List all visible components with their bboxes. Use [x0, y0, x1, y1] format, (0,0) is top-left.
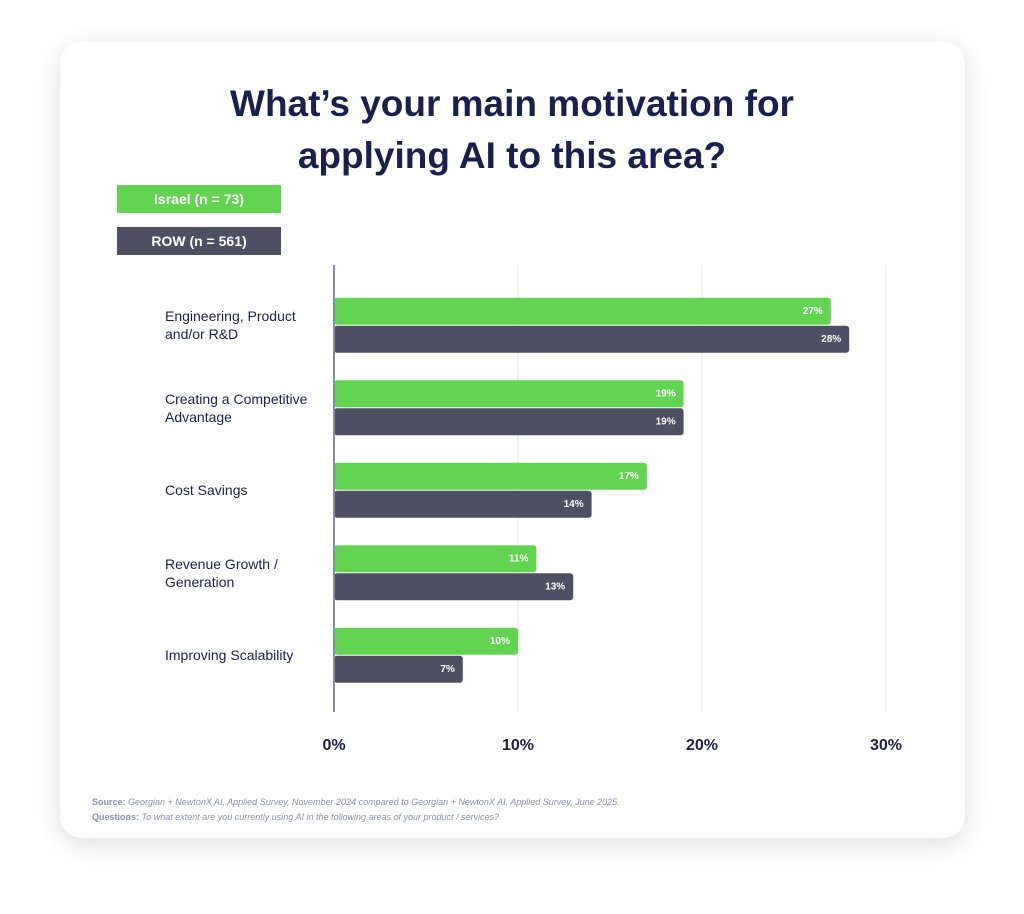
- value-label: 7%: [440, 664, 455, 675]
- source-text: Georgian + NewtonX AI, Applied Survey, N…: [128, 797, 620, 807]
- x-tick-label: 10%: [502, 737, 534, 754]
- value-label: 11%: [509, 553, 529, 564]
- bar: [334, 325, 850, 353]
- value-label: 19%: [656, 416, 676, 427]
- value-label: 28%: [821, 334, 841, 345]
- value-label: 19%: [656, 388, 676, 399]
- y-tick-label: Revenue Growth / Generation: [165, 555, 278, 590]
- card: [60, 42, 965, 838]
- x-tick-label: 30%: [870, 737, 902, 754]
- bar: [334, 408, 684, 436]
- bar: [334, 297, 831, 325]
- y-tick-label: Creating a Competitive Advantage: [165, 390, 308, 425]
- bar: [334, 655, 463, 683]
- value-label: 14%: [564, 499, 584, 510]
- y-tick-label: Engineering, Product and/or R&D: [165, 308, 296, 343]
- question: Questions: To what extent are you curren…: [92, 812, 499, 822]
- bar: [334, 490, 592, 518]
- bar: [334, 627, 518, 655]
- bar: [334, 573, 574, 601]
- question-text: To what extent are you currently using A…: [141, 812, 500, 822]
- x-tick-label: 0%: [322, 737, 345, 754]
- bar: [334, 462, 647, 490]
- value-label: 13%: [545, 581, 565, 592]
- chart-title: What’s your main motivation for applying…: [230, 83, 794, 176]
- bar: [334, 545, 537, 573]
- y-tick-label: Improving Scalability: [165, 647, 294, 664]
- legend-entry: ROW (n = 561): [117, 227, 281, 255]
- bar: [334, 380, 684, 408]
- value-label: 27%: [803, 306, 823, 317]
- source: Source: Georgian + NewtonX AI, Applied S…: [92, 797, 620, 807]
- legend-entry: Israel (n = 73): [117, 185, 281, 213]
- value-label: 10%: [490, 636, 510, 647]
- source-label: Source:: [92, 797, 126, 807]
- value-label: 17%: [619, 471, 639, 482]
- x-tick-label: 20%: [686, 737, 718, 754]
- y-tick-label: Cost Savings: [165, 482, 248, 499]
- question-label: Questions:: [92, 812, 140, 822]
